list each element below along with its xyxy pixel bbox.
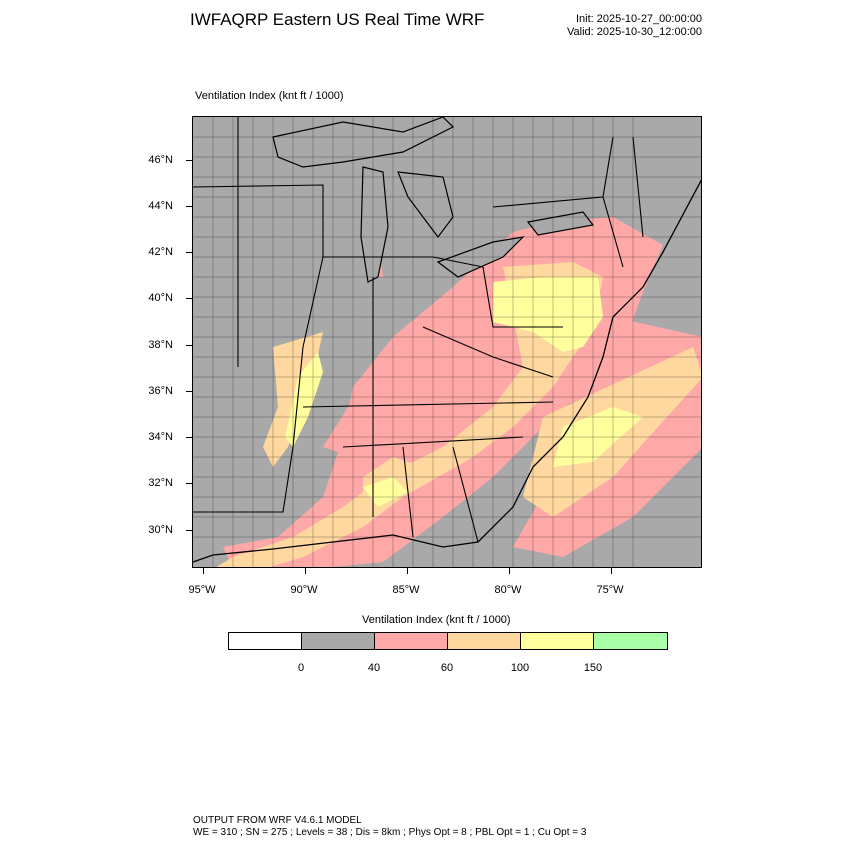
lat-tick [186,298,192,299]
lon-tick [203,568,204,574]
lat-label-44: 44°N [148,200,173,212]
colorbar-box-pink [375,633,448,649]
colorbar-box-gray [302,633,375,649]
colorbar-title: Ventilation Index (knt ft / 1000) [362,614,511,626]
lat-label-30: 30°N [148,524,173,536]
lat-label-32: 32°N [148,477,173,489]
map-panel [192,116,702,568]
lat-label-40: 40°N [148,292,173,304]
footer-line-2: WE = 310 ; SN = 275 ; Levels = 38 ; Dis … [193,827,587,838]
lat-label-34: 34°N [148,431,173,443]
lat-tick [186,530,192,531]
colorbar-label-0: 0 [297,662,305,674]
county-boundaries [193,117,701,567]
colorbar-box-green [594,633,667,649]
field-label: Ventilation Index (knt ft / 1000) [195,90,344,102]
colorbar-label-150: 150 [583,662,603,674]
lon-tick [509,568,510,574]
init-time: Init: 2025-10-27_00:00:00 [576,13,702,25]
colorbar-label-100: 100 [510,662,530,674]
plot-title: IWFAQRP Eastern US Real Time WRF [190,10,485,29]
colorbar-label-60: 60 [440,662,454,674]
lon-tick [305,568,306,574]
lat-tick [186,437,192,438]
lat-tick [186,252,192,253]
init-valid-times: Init: 2025-10-27_00:00:00 Valid: 2025-10… [567,13,702,39]
lon-label-95: 95°W [188,584,216,596]
vi-region-delta-yellow [285,352,323,447]
map-canvas [193,117,701,567]
colorbar-box-orange [448,633,521,649]
valid-time: Valid: 2025-10-30_12:00:00 [567,26,702,38]
lat-tick [186,345,192,346]
model-footer: OUTPUT FROM WRF V4.6.1 MODEL WE = 310 ; … [193,815,586,839]
lat-label-46: 46°N [148,154,173,166]
lat-label-36: 36°N [148,385,173,397]
lon-label-80: 80°W [494,584,522,596]
lon-label-90: 90°W [290,584,318,596]
colorbar-label-40: 40 [367,662,381,674]
lat-tick [186,391,192,392]
colorbar-box-yellow [521,633,594,649]
lon-label-75: 75°W [596,584,624,596]
colorbar [228,632,668,650]
lat-tick [186,160,192,161]
lat-label-38: 38°N [148,339,173,351]
lon-label-85: 85°W [392,584,420,596]
lat-tick [186,483,192,484]
vi-shading-100-150 [285,277,643,507]
lat-tick [186,206,192,207]
lat-label-42: 42°N [148,246,173,258]
vi-region-midatlantic-yellow [493,277,603,352]
lon-tick [407,568,408,574]
colorbar-box-white [229,633,302,649]
lon-tick [611,568,612,574]
vi-region-alabama-yellow [363,477,408,507]
footer-line-1: OUTPUT FROM WRF V4.6.1 MODEL [193,815,362,826]
coastline [193,179,701,563]
